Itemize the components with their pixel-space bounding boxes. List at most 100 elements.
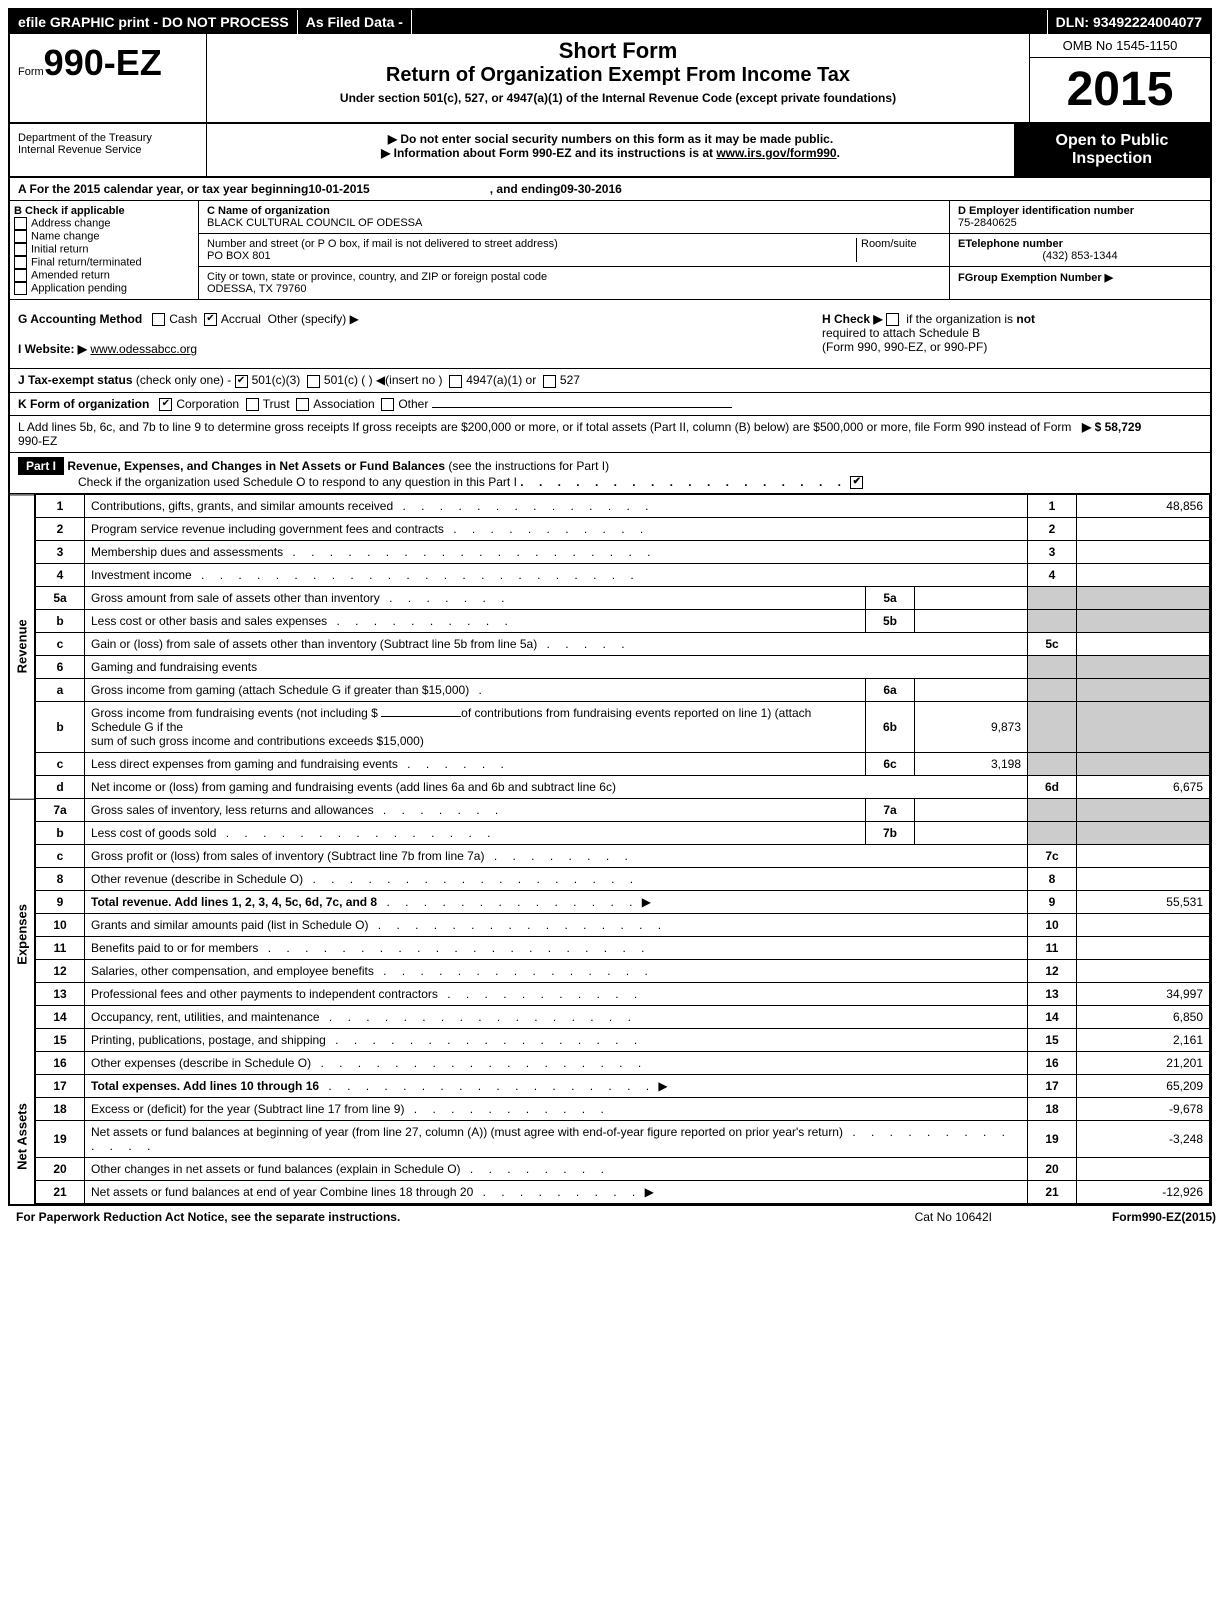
- under-section: Under section 501(c), 527, or 4947(a)(1)…: [215, 91, 1021, 105]
- chk-initial[interactable]: Initial return: [14, 243, 194, 256]
- k-trust: Trust: [263, 397, 290, 411]
- ln1: 1: [1028, 495, 1077, 518]
- chk-address[interactable]: Address change: [14, 217, 194, 230]
- line-11: 11Benefits paid to or for members . . . …: [36, 937, 1210, 960]
- sh7a2: [1077, 799, 1210, 822]
- line-5a: 5aGross amount from sale of assets other…: [36, 587, 1210, 610]
- l-row: L Add lines 5b, 6c, and 7b to line 9 to …: [10, 416, 1210, 453]
- ln16: 16: [1028, 1052, 1077, 1075]
- part1-header: Part I Revenue, Expenses, and Changes in…: [10, 453, 1210, 494]
- c-city: ODESSA, TX 79760: [207, 283, 941, 295]
- section-bcd: B Check if applicable Address change Nam…: [10, 201, 1210, 300]
- n6c: c: [36, 753, 85, 776]
- col-h: H Check ▶ if the organization is not req…: [822, 312, 1202, 356]
- n1: 1: [36, 495, 85, 518]
- chk-h[interactable]: [886, 313, 899, 326]
- mv7a: [915, 799, 1028, 822]
- v14: 6,850: [1077, 1006, 1210, 1029]
- n6b: b: [36, 702, 85, 753]
- part1-note: (see the instructions for Part I): [448, 459, 609, 473]
- col-d: D Employer identification number 75-2840…: [950, 201, 1210, 299]
- n3: 3: [36, 541, 85, 564]
- mn5b: 5b: [866, 610, 915, 633]
- line-15: 15Printing, publications, postage, and s…: [36, 1029, 1210, 1052]
- d5b: Less cost or other basis and sales expen…: [91, 614, 327, 628]
- chk-527[interactable]: [543, 375, 556, 388]
- chk-name[interactable]: Name change: [14, 230, 194, 243]
- d-ein-cell: D Employer identification number 75-2840…: [950, 201, 1210, 234]
- n19: 19: [36, 1121, 85, 1158]
- header-center: Short Form Return of Organization Exempt…: [207, 34, 1029, 122]
- dln: DLN: 93492224004077: [1048, 10, 1210, 34]
- chk-pending[interactable]: Application pending: [14, 282, 194, 295]
- line-21: 21Net assets or fund balances at end of …: [36, 1181, 1210, 1204]
- section-gh: G Accounting Method Cash ✔Accrual Other …: [10, 300, 1210, 369]
- chk-501c3[interactable]: ✔: [235, 375, 248, 388]
- chk-part1[interactable]: ✔: [850, 476, 863, 489]
- h-text2: required to attach Schedule B: [822, 326, 980, 340]
- n7a: 7a: [36, 799, 85, 822]
- header-right: OMB No 1545-1150 2015: [1029, 34, 1210, 122]
- sh5b2: [1077, 610, 1210, 633]
- chk-accrual[interactable]: ✔: [204, 313, 217, 326]
- chk-501c[interactable]: [307, 375, 320, 388]
- chk-corp[interactable]: ✔: [159, 398, 172, 411]
- d6: Gaming and fundraising events: [85, 656, 1028, 679]
- n12: 12: [36, 960, 85, 983]
- footer: For Paperwork Reduction Act Notice, see …: [8, 1206, 1216, 1228]
- dept-center: ▶ Do not enter social security numbers o…: [207, 124, 1014, 176]
- i-row: I Website: ▶ www.odessabcc.org: [18, 342, 822, 356]
- n4: 4: [36, 564, 85, 587]
- mn6c: 6c: [866, 753, 915, 776]
- dots: . . . . . . . . . . . . . . . . . .: [520, 475, 847, 489]
- ln20: 20: [1028, 1158, 1077, 1181]
- sh7b: [1028, 822, 1077, 845]
- part1-check: Check if the organization used Schedule …: [78, 475, 517, 489]
- g-other: Other (specify) ▶: [268, 312, 359, 326]
- ln17: 17: [1028, 1075, 1077, 1098]
- d19: Net assets or fund balances at beginning…: [91, 1125, 843, 1139]
- i-website[interactable]: www.odessabcc.org: [90, 342, 197, 356]
- n16: 16: [36, 1052, 85, 1075]
- d5a: Gross amount from sale of assets other t…: [91, 591, 380, 605]
- lines-table: 1Contributions, gifts, grants, and simil…: [35, 494, 1210, 1204]
- efile-notice: efile GRAPHIC print - DO NOT PROCESS: [10, 10, 298, 34]
- k-label: K Form of organization: [18, 397, 149, 411]
- a-mid: , and ending: [490, 182, 561, 196]
- chk-4947[interactable]: [449, 375, 462, 388]
- ln21: 21: [1028, 1181, 1077, 1204]
- chk-amended[interactable]: Amended return: [14, 269, 194, 282]
- v4: [1077, 564, 1210, 587]
- j-4947: 4947(a)(1) or: [466, 373, 536, 387]
- line-1: 1Contributions, gifts, grants, and simil…: [36, 495, 1210, 518]
- chk-trust[interactable]: [246, 398, 259, 411]
- h-text1: if the organization is: [906, 312, 1013, 326]
- a-begin: 10-01-2015: [308, 182, 369, 196]
- line-6d: dNet income or (loss) from gaming and fu…: [36, 776, 1210, 799]
- j-label: J Tax-exempt status: [18, 373, 133, 387]
- vert-labels: Revenue Expenses Net Assets: [10, 494, 35, 1204]
- chk-assoc[interactable]: [296, 398, 309, 411]
- d7b: Less cost of goods sold: [91, 826, 216, 840]
- a-pre: A For the 2015 calendar year, or tax yea…: [18, 182, 308, 196]
- d5c: Gain or (loss) from sale of assets other…: [91, 637, 537, 651]
- chk-final[interactable]: Final return/terminated: [14, 256, 194, 269]
- footer-left: For Paperwork Reduction Act Notice, see …: [16, 1210, 400, 1224]
- part1-title: Revenue, Expenses, and Changes in Net As…: [67, 459, 445, 473]
- chk-kother[interactable]: [381, 398, 394, 411]
- v20: [1077, 1158, 1210, 1181]
- chk-cash[interactable]: [152, 313, 165, 326]
- d4: Investment income: [91, 568, 192, 582]
- irs-link[interactable]: www.irs.gov/form990: [716, 146, 836, 160]
- vl-revenue: Revenue: [10, 494, 34, 798]
- b-label: B Check if applicable: [14, 205, 194, 217]
- d6c: Less direct expenses from gaming and fun…: [91, 757, 398, 771]
- sh5b: [1028, 610, 1077, 633]
- sh6b: [1028, 702, 1077, 753]
- n7b: b: [36, 822, 85, 845]
- d14: Occupancy, rent, utilities, and maintena…: [91, 1010, 320, 1024]
- footer-right-form: 990-EZ: [1142, 1210, 1181, 1224]
- line-7a: 7aGross sales of inventory, less returns…: [36, 799, 1210, 822]
- e-phone: (432) 853-1344: [958, 250, 1202, 262]
- line-7b: bLess cost of goods sold . . . . . . . .…: [36, 822, 1210, 845]
